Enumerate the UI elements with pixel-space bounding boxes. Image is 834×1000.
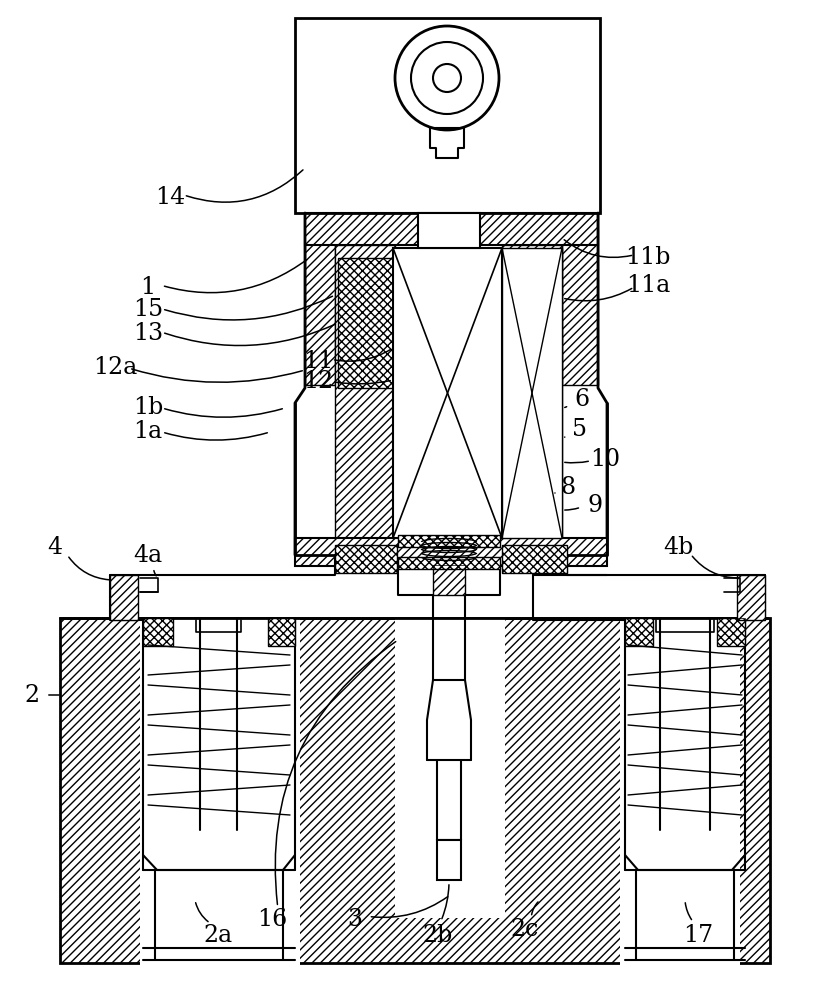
Text: 3: 3 [348, 908, 363, 932]
Bar [625, 618, 653, 646]
Bar [398, 535, 500, 547]
Bar [625, 618, 653, 646]
Bar [110, 575, 138, 620]
Text: 12: 12 [303, 370, 333, 393]
Bar [418, 213, 480, 248]
Text: 9: 9 [587, 493, 602, 516]
Text: 6: 6 [575, 388, 590, 412]
Bar [502, 245, 562, 545]
Text: 4a: 4a [133, 544, 163, 566]
Bar [60, 618, 770, 963]
Bar [338, 258, 393, 388]
Text: 1: 1 [140, 276, 156, 300]
Bar [335, 245, 395, 545]
Text: 2c: 2c [511, 918, 539, 942]
Bar [140, 618, 300, 968]
Circle shape [411, 42, 483, 114]
Bar [433, 565, 465, 595]
Text: 1a: 1a [133, 420, 163, 444]
Text: 10: 10 [590, 448, 620, 472]
Bar [502, 248, 562, 538]
Bar [437, 840, 461, 880]
Bar [110, 575, 138, 620]
Bar [335, 545, 397, 573]
Circle shape [395, 26, 499, 130]
Text: 17: 17 [683, 924, 713, 946]
Bar [562, 213, 598, 385]
Text: 11b: 11b [626, 246, 671, 269]
Bar [717, 618, 745, 646]
Circle shape [433, 64, 461, 92]
Bar [295, 538, 607, 566]
Text: 11: 11 [303, 351, 333, 373]
Bar [502, 545, 567, 573]
Bar [295, 538, 607, 566]
Bar [335, 545, 397, 573]
Bar [395, 618, 505, 918]
Bar [305, 213, 598, 245]
Bar [562, 213, 598, 385]
Bar [502, 245, 562, 545]
Text: 2: 2 [24, 684, 39, 706]
Bar [268, 618, 295, 646]
Text: 4: 4 [48, 536, 63, 560]
Bar [393, 248, 502, 538]
Text: 15: 15 [133, 298, 163, 322]
Bar [502, 545, 567, 573]
Bar [143, 618, 173, 646]
Bar [305, 213, 598, 245]
Bar [737, 575, 765, 620]
Text: 1b: 1b [133, 396, 163, 420]
Text: 4b: 4b [663, 536, 693, 560]
Text: 5: 5 [572, 418, 587, 442]
Text: 14: 14 [155, 186, 185, 210]
Bar [295, 18, 600, 213]
Bar [60, 618, 770, 963]
Text: 12a: 12a [93, 357, 137, 379]
Bar [398, 535, 500, 547]
Text: 11a: 11a [626, 273, 671, 296]
Bar [398, 557, 500, 569]
Bar [504, 258, 559, 388]
Bar [305, 213, 335, 385]
Text: 8: 8 [560, 477, 575, 499]
Text: 2b: 2b [423, 924, 453, 946]
Bar [335, 245, 395, 545]
Bar [717, 618, 745, 646]
Text: 16: 16 [257, 908, 287, 932]
Bar [504, 258, 559, 388]
Bar [305, 213, 335, 385]
Bar [143, 618, 173, 646]
Text: 2a: 2a [203, 924, 233, 946]
Bar [338, 258, 393, 388]
Bar [268, 618, 295, 646]
Bar [620, 618, 740, 968]
Text: 13: 13 [133, 322, 163, 344]
Bar [398, 557, 500, 569]
Bar [737, 575, 765, 620]
Bar [433, 565, 465, 595]
